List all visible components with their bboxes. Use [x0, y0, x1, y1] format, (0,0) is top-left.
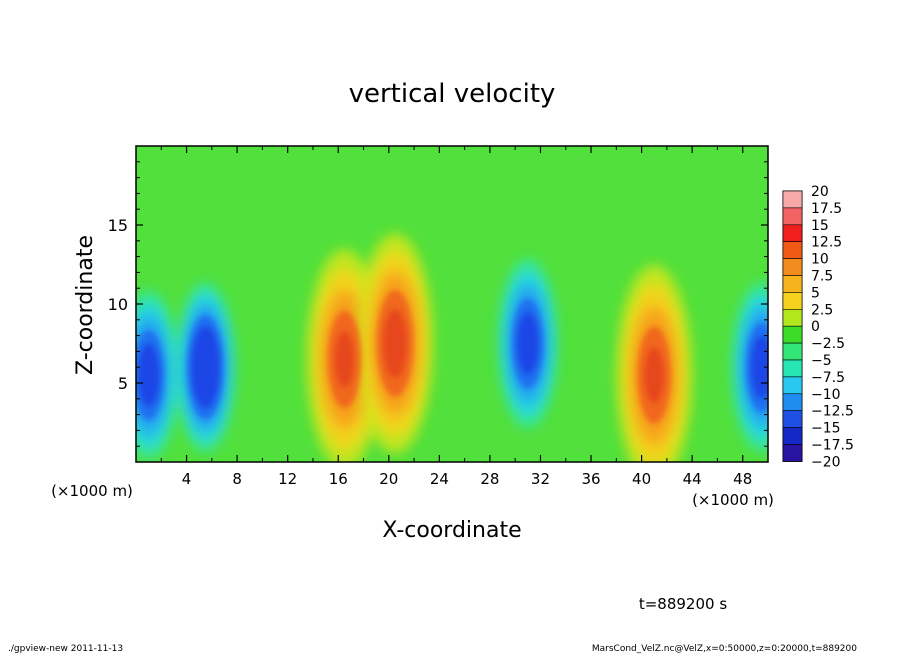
colorbar-swatch — [782, 410, 803, 428]
colorbar-label: 15 — [811, 218, 829, 234]
colorbar-swatch — [782, 325, 803, 344]
colorbar-label: 17.5 — [811, 201, 842, 217]
x-tick-label: 48 — [733, 470, 752, 488]
downdraft-contour — [137, 343, 160, 407]
colorbar-label: −17.5 — [811, 438, 854, 454]
x-unit-left: (×1000 m) — [51, 482, 133, 500]
colorbar-swatch — [782, 258, 803, 276]
colorbar-label: −5 — [811, 353, 832, 369]
downdraft-contour — [516, 311, 539, 376]
updraft-contour — [383, 308, 408, 379]
y-tick-label: 10 — [108, 295, 128, 314]
colorbar-label: −10 — [811, 387, 841, 403]
updraft-contour — [334, 331, 355, 388]
colorbar-swatch — [782, 376, 803, 395]
colorbar-label: −2.5 — [811, 336, 845, 352]
x-tick-label: 32 — [531, 470, 550, 488]
x-tick-label: 24 — [430, 470, 449, 488]
colorbar-label: 7.5 — [811, 269, 833, 285]
downdraft-contour — [190, 325, 221, 409]
x-unit-right: (×1000 m) — [692, 491, 774, 509]
colorbar-label: 2.5 — [811, 302, 833, 318]
x-axis-label: X-coordinate — [382, 518, 521, 543]
heatmap-field — [136, 146, 768, 462]
colorbar-swatch — [782, 241, 803, 259]
colorbar-label: −20 — [811, 454, 841, 470]
colorbar-swatch — [782, 342, 803, 361]
colorbar-swatch — [782, 275, 803, 293]
colorbar-label: −15 — [811, 421, 841, 437]
x-axis: 4 8 12 16 20 24 28 32 36 40 44 48 — [160, 146, 752, 488]
colorbar-label: −12.5 — [811, 404, 854, 420]
colorbar-label: −7.5 — [811, 370, 845, 386]
chart-title: vertical velocity — [349, 79, 556, 109]
updraft-contour — [644, 346, 665, 404]
x-tick-label: 12 — [278, 470, 297, 488]
x-tick-label: 20 — [379, 470, 398, 488]
x-tick-label: 36 — [581, 470, 600, 488]
colorbar-label: 10 — [811, 252, 829, 268]
colorbar-swatch — [782, 190, 803, 209]
colorbar-label: 12.5 — [811, 235, 842, 251]
colorbar-label: 20 — [811, 184, 829, 200]
time-label: t=889200 s — [639, 595, 727, 613]
source-label: MarsCond_VelZ.nc@VelZ,x=0:50000,z=0:2000… — [592, 644, 857, 654]
y-tick-label: 5 — [118, 374, 128, 393]
colorbar-swatch — [782, 427, 803, 445]
colorbar-swatch — [782, 292, 803, 310]
colorbar-swatch — [782, 224, 803, 243]
downdraft-contour — [750, 335, 768, 399]
x-tick-label: 40 — [632, 470, 651, 488]
x-tick-label: 44 — [683, 470, 702, 488]
x-tick-label: 4 — [182, 470, 192, 488]
x-tick-label: 8 — [232, 470, 242, 488]
program-label: ./gpview-new 2011-11-13 — [8, 644, 123, 654]
colorbar-swatch — [782, 207, 803, 226]
colorbar-swatch — [782, 359, 803, 378]
colorbar-swatch — [782, 393, 803, 411]
y-tick-label: 15 — [108, 216, 128, 235]
colorbar-label: 5 — [811, 285, 820, 301]
colorbar-swatch — [782, 444, 803, 462]
y-axis: 5 10 15 — [108, 161, 768, 447]
x-tick-label: 28 — [480, 470, 499, 488]
x-tick-label: 16 — [329, 470, 348, 488]
y-axis-label: Z-coordinate — [73, 235, 98, 375]
colorbar-swatch — [782, 308, 803, 327]
colorbar: 2017.51512.5107.552.50−2.5−5−7.5−10−12.5… — [782, 184, 854, 470]
colorbar-label: 0 — [811, 319, 820, 335]
